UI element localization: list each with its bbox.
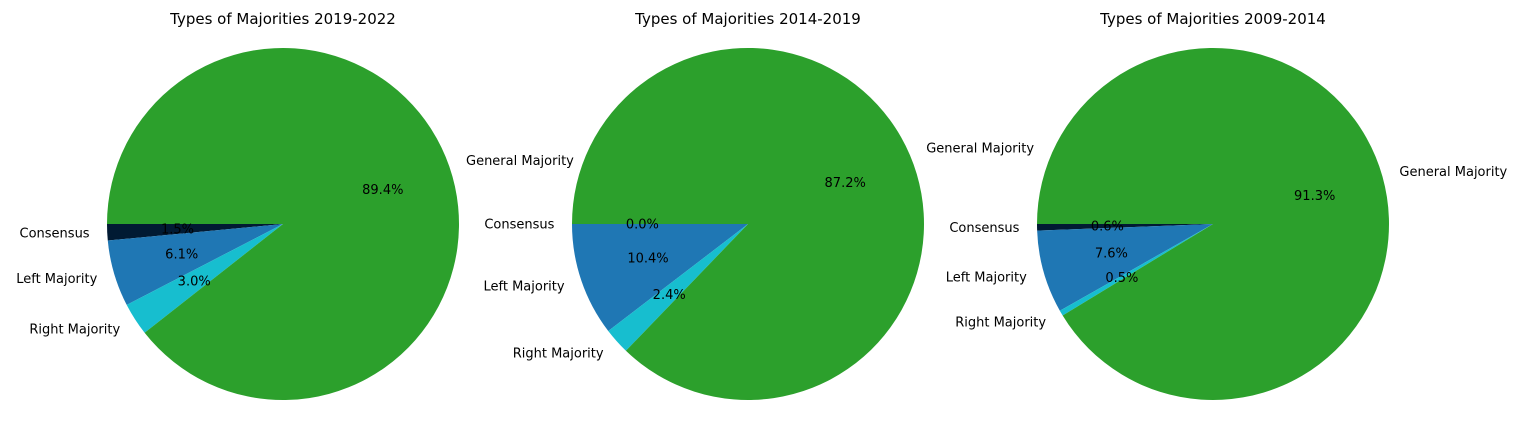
pie-slice-general-majority — [572, 47, 925, 400]
pie-chart-2014-2019: Types of Majorities 2014-2019 Consensus 0… — [484, 10, 1035, 400]
slice-percent-general-majority: 89.4% — [362, 183, 403, 198]
slice-percent-consensus: 0.0% — [626, 218, 659, 233]
slice-label-general-majority: General Majority — [466, 154, 574, 169]
pie-slice-consensus — [107, 224, 283, 241]
slice-label-right-majority: Right Majority — [955, 316, 1046, 331]
slice-label-left-majority: Left Majority — [946, 270, 1027, 285]
chart-title: Types of Majorities 2009-2014 — [1099, 10, 1326, 28]
pie-slice-general-majority — [107, 48, 459, 401]
pie-slice-right-majority — [126, 224, 283, 333]
slice-label-right-majority: Right Majority — [513, 346, 604, 361]
chart-title: Types of Majorities 2019-2022 — [169, 10, 396, 28]
slice-percent-general-majority: 87.2% — [825, 176, 866, 191]
pie-slices — [107, 48, 459, 401]
chart-title: Types of Majorities 2014-2019 — [634, 10, 861, 28]
pie-slice-consensus — [1037, 224, 1213, 231]
pie-slice-left-majority — [1037, 224, 1213, 311]
pie-slice-left-majority — [107, 224, 283, 305]
slice-label-consensus: Consensus — [949, 221, 1019, 236]
slice-percent-right-majority: 2.4% — [653, 288, 686, 303]
slice-percent-left-majority: 10.4% — [627, 251, 668, 266]
slice-percent-right-majority: 3.0% — [178, 275, 211, 290]
slice-label-consensus: Consensus — [20, 227, 90, 242]
pie-labels: Consensus 0.6% Left Majority 7.6% Right Majo… — [946, 165, 1508, 330]
pie-slices — [572, 47, 925, 400]
pie-slices — [1037, 47, 1390, 400]
slice-percent-left-majority: 7.6% — [1095, 246, 1128, 261]
pie-labels: Consensus 1.5% Left Majority 6.1% Right Majo… — [16, 154, 574, 337]
slice-percent-right-majority: 0.5% — [1105, 271, 1138, 286]
pie-slice-right-majority — [1059, 224, 1213, 316]
pie-labels: Consensus 0.0% Left Majority 10.4% Right Maj… — [484, 142, 1035, 362]
pie-slice-right-majority — [608, 224, 748, 351]
slice-percent-consensus: 0.6% — [1091, 220, 1124, 235]
slice-label-left-majority: Left Majority — [484, 280, 565, 295]
slice-percent-consensus: 1.5% — [161, 223, 194, 238]
pie-slice-general-majority — [1037, 47, 1390, 400]
pie-slice-left-majority — [572, 224, 748, 331]
slice-label-general-majority: General Majority — [926, 142, 1034, 157]
slice-percent-left-majority: 6.1% — [165, 247, 198, 262]
pie-chart-2019-2022: Types of Majorities 2019-2022 Consensus 1… — [16, 10, 574, 401]
slice-percent-general-majority: 91.3% — [1294, 189, 1335, 204]
slice-label-left-majority: Left Majority — [16, 272, 97, 287]
pie-chart-2009-2014: Types of Majorities 2009-2014 Consensus 0… — [946, 10, 1508, 400]
slice-label-right-majority: Right Majority — [29, 322, 120, 337]
slice-label-general-majority: General Majority — [1399, 165, 1507, 180]
slice-label-consensus: Consensus — [484, 218, 554, 233]
